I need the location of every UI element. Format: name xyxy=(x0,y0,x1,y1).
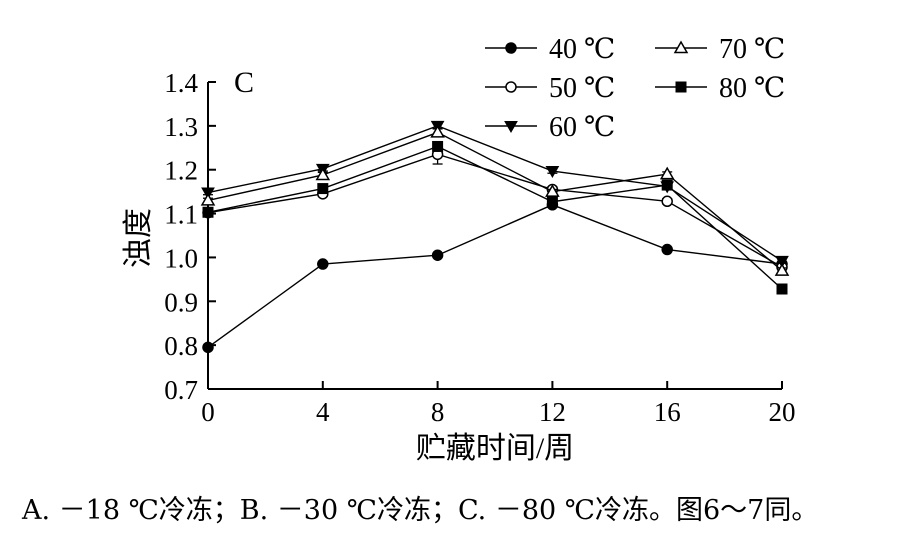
legend-entry-1: 40 ℃ xyxy=(485,34,615,65)
data-point xyxy=(661,179,673,191)
series-line xyxy=(207,204,783,348)
y-tick-label: 1.3 xyxy=(164,112,198,142)
x-tick-label: 16 xyxy=(654,397,681,427)
y-axis-title: 浊度 xyxy=(122,208,155,268)
legend-marker xyxy=(505,42,517,54)
x-tick-label: 12 xyxy=(539,397,566,427)
data-point xyxy=(661,243,673,256)
data-point xyxy=(317,183,329,195)
series-3 xyxy=(201,120,789,268)
legend-label: 70 ℃ xyxy=(719,34,785,65)
data-point xyxy=(545,166,560,179)
x-axis-title: 贮藏时间/周 xyxy=(416,432,574,465)
legend-entry-3: 60 ℃ xyxy=(485,112,615,143)
data-point xyxy=(200,192,216,206)
data-point xyxy=(774,263,790,276)
legend-entry-2: 50 ℃ xyxy=(485,73,615,104)
legend-marker xyxy=(504,121,518,134)
series-line xyxy=(207,153,783,268)
x-tick-label: 8 xyxy=(431,397,445,427)
legend-entry-5: 80 ℃ xyxy=(655,73,785,104)
line-chart: 0.7 0.8 0.9 1.0 1.1 1.2 1.3 1.4 0 4 8 12 16 20 40 ℃ 50… xyxy=(122,34,796,465)
data-point xyxy=(659,166,675,180)
legend-label: 40 ℃ xyxy=(549,34,615,65)
panel-label: C xyxy=(234,66,254,99)
legend-label: 50 ℃ xyxy=(549,73,615,104)
y-tick-label: 0.9 xyxy=(164,287,198,317)
axes: 0.7 0.8 0.9 1.0 1.1 1.2 1.3 1.4 0 4 8 12 16 20 xyxy=(164,68,795,427)
legend: 40 ℃ 50 ℃ 60 ℃ 70 ℃ 80 ℃ xyxy=(485,34,785,143)
series-1 xyxy=(202,199,788,354)
data-point xyxy=(431,249,444,261)
data-point xyxy=(202,341,214,354)
data-point xyxy=(202,206,214,218)
data-point xyxy=(776,283,788,295)
data-point xyxy=(545,184,560,197)
plot-area xyxy=(200,120,790,354)
y-tick-label: 0.8 xyxy=(164,331,198,361)
data-point xyxy=(432,140,444,152)
x-tick-label: 20 xyxy=(769,397,796,427)
data-point xyxy=(661,195,673,208)
legend-marker xyxy=(675,81,687,93)
x-tick-label: 0 xyxy=(201,397,215,427)
y-tick-label: 1.2 xyxy=(164,156,198,186)
series-4 xyxy=(200,124,790,276)
data-point xyxy=(546,196,558,208)
x-tick-label: 4 xyxy=(316,397,330,427)
y-tick-label: 1.4 xyxy=(164,68,198,98)
figure-caption: A. －18 ℃冷冻；B. －30 ℃冷冻；C. －80 ℃冷冻。图6～7同。 xyxy=(22,495,819,526)
y-tick-label: 0.7 xyxy=(164,375,198,405)
data-point xyxy=(430,124,445,138)
series-line xyxy=(207,145,783,290)
legend-marker xyxy=(673,40,689,54)
data-point xyxy=(317,258,329,270)
y-tick-label: 1.1 xyxy=(164,200,198,230)
legend-label: 80 ℃ xyxy=(719,73,785,104)
y-tick-label: 1.0 xyxy=(164,243,198,273)
data-point xyxy=(775,255,789,268)
data-point xyxy=(315,167,331,181)
series-line xyxy=(207,131,783,272)
legend-entry-4: 70 ℃ xyxy=(655,34,785,65)
legend-marker xyxy=(505,81,517,93)
legend-label: 60 ℃ xyxy=(549,112,615,143)
series-line xyxy=(207,125,783,262)
series-5 xyxy=(202,140,788,295)
